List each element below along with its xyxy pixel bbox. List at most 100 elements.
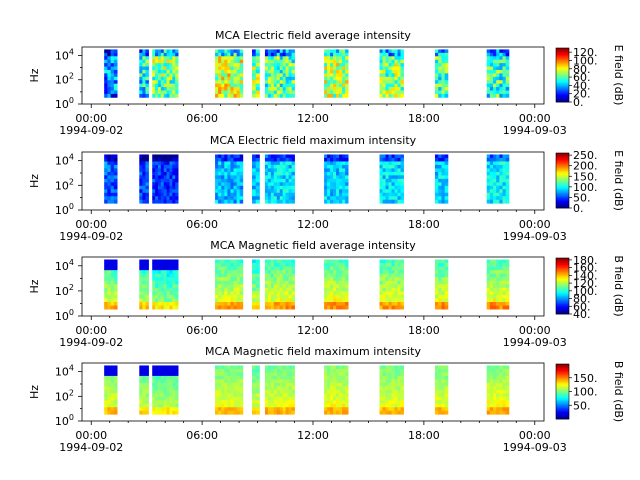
spectrogram-cell <box>107 199 112 204</box>
spectrogram-cell <box>327 379 331 384</box>
spectrogram-cell <box>288 80 292 85</box>
spectrogram-cell <box>169 287 173 292</box>
spectrogram-cell <box>285 73 290 78</box>
spectrogram-cell <box>239 83 244 88</box>
spectrogram-cell <box>218 393 222 398</box>
spectrogram-cell <box>496 305 500 310</box>
spectrogram-cell <box>157 69 162 74</box>
y-axis-label: Hz <box>28 174 41 188</box>
colorbar-step <box>556 72 569 75</box>
spectrogram-cell <box>264 171 269 176</box>
spectrogram-cell <box>172 168 176 173</box>
spectrogram-cell <box>505 196 510 201</box>
spectrogram-cell <box>142 56 146 61</box>
spectrogram-cell <box>279 294 284 299</box>
spectrogram-cell <box>379 59 383 64</box>
spectrogram-cell <box>221 273 225 278</box>
spectrogram-cell <box>236 164 241 169</box>
spectrogram-cell <box>160 90 165 95</box>
spectrogram-cell <box>345 277 349 282</box>
spectrogram-cell <box>233 375 238 380</box>
spectrogram-cell <box>255 161 260 166</box>
spectrogram-cell <box>394 93 398 98</box>
spectrogram-cell <box>104 59 108 64</box>
spectrogram-cell <box>175 178 179 183</box>
spectrogram-cell <box>434 178 439 183</box>
spectrogram-cell <box>113 372 118 377</box>
spectrogram-cell <box>333 164 337 169</box>
spectrogram-cell <box>142 298 146 303</box>
spectrogram-cell <box>270 56 275 61</box>
spectrogram-cell <box>276 284 281 289</box>
spectrogram-cell <box>113 171 118 176</box>
spectrogram-cell <box>139 266 143 271</box>
spectrogram-cell <box>157 291 162 296</box>
colorbar-step <box>556 408 569 410</box>
spectrogram-cell <box>224 93 228 98</box>
spectrogram-cell <box>227 52 231 57</box>
spectrogram-cell <box>345 178 349 183</box>
spectrogram-cell <box>434 171 439 176</box>
spectrogram-cell <box>391 189 395 194</box>
spectrogram-cell <box>276 178 281 183</box>
spectrogram-cell <box>336 400 340 405</box>
spectrogram-cell <box>255 73 260 78</box>
spectrogram-cell <box>142 168 146 173</box>
spectrogram-cell <box>400 49 404 54</box>
spectrogram-cell <box>333 396 337 401</box>
spectrogram-cell <box>282 76 287 81</box>
spectrogram-cell <box>218 76 222 81</box>
spectrogram-cell <box>330 291 334 296</box>
spectrogram-cell <box>441 59 446 64</box>
colorbar-step <box>556 186 569 188</box>
spectrogram-cell <box>264 386 269 391</box>
spectrogram-cell <box>505 168 510 173</box>
colorbar-tick-label: 100. <box>573 285 598 298</box>
spectrogram-cell <box>110 164 115 169</box>
spectrogram-cell <box>486 164 491 169</box>
spectrogram-cell <box>239 396 244 401</box>
spectrogram-cell <box>255 294 260 299</box>
spectrogram-cell <box>160 49 165 54</box>
spectrogram-cell <box>496 259 500 264</box>
spectrogram-cell <box>152 49 156 54</box>
spectrogram-cell <box>493 284 497 289</box>
spectrogram-cell <box>264 154 269 159</box>
spectrogram-cell <box>391 403 395 408</box>
spectrogram-cell <box>145 382 149 387</box>
spectrogram-cell <box>397 157 401 162</box>
y-axis-label: Hz <box>28 385 41 399</box>
spectrogram-cell <box>505 266 510 271</box>
spectrogram-cell <box>441 192 446 197</box>
spectrogram-cell <box>489 56 494 61</box>
spectrogram-cell <box>239 407 244 412</box>
spectrogram-cell <box>172 368 176 373</box>
spectrogram-cell <box>276 87 281 91</box>
spectrogram-cell <box>104 73 108 78</box>
spectrogram-cell <box>276 270 281 275</box>
spectrogram-cell <box>169 294 173 299</box>
spectrogram-cell <box>382 365 386 370</box>
spectrogram-cell <box>218 410 222 415</box>
spectrogram-cell <box>394 287 398 292</box>
spectrogram-cell <box>288 73 292 78</box>
spectrogram-cell <box>264 83 269 88</box>
spectrogram-cell <box>285 287 290 292</box>
spectrogram-cell <box>163 284 167 289</box>
spectrogram-cell <box>172 375 176 380</box>
spectrogram-cell <box>486 294 491 299</box>
spectrogram-cell <box>155 273 159 278</box>
spectrogram-cell <box>391 175 395 180</box>
spectrogram-cell <box>139 52 143 57</box>
spectrogram-cell <box>267 56 272 61</box>
spectrogram-cell <box>227 175 231 180</box>
spectrogram-cell <box>394 277 398 282</box>
spectrogram-cell <box>345 294 349 299</box>
colorbar-step <box>556 307 569 309</box>
spectrogram-cell <box>160 302 165 306</box>
spectrogram-cell <box>145 259 149 264</box>
spectrogram-cell <box>267 396 272 401</box>
spectrogram-cell <box>252 277 257 282</box>
spectrogram-cell <box>160 59 165 64</box>
spectrogram-cell <box>169 280 173 285</box>
